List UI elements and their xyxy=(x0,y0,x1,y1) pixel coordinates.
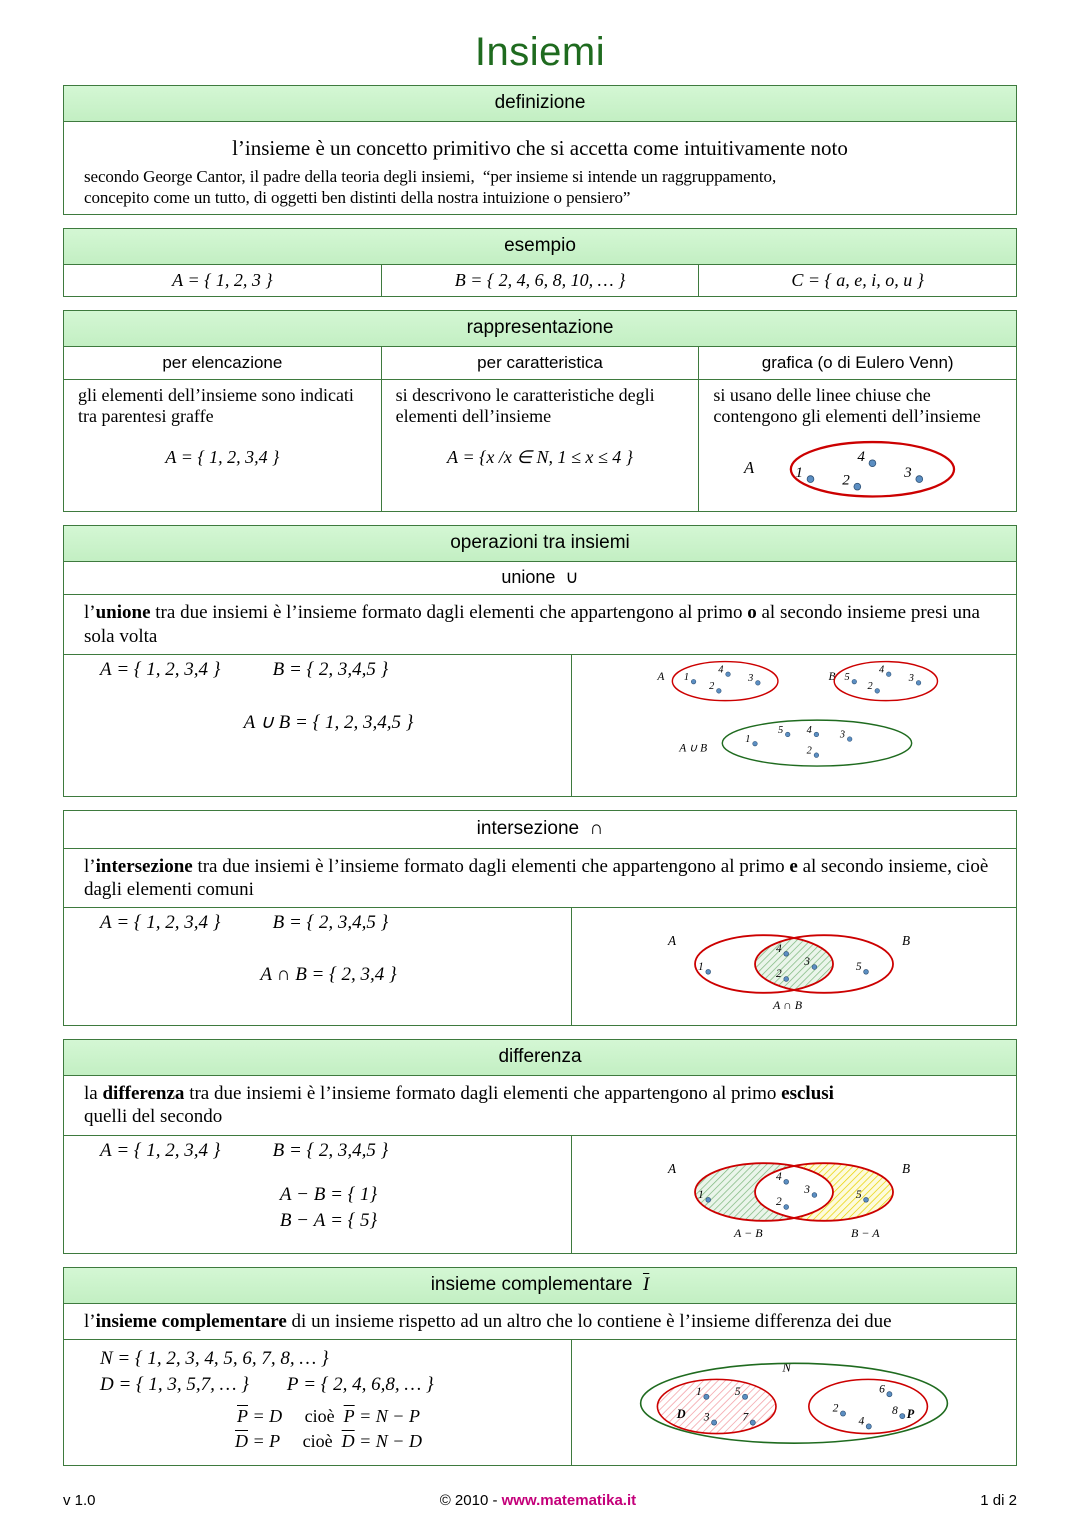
svg-text:4: 4 xyxy=(718,664,723,675)
svg-text:1: 1 xyxy=(696,1385,702,1398)
svg-text:D: D xyxy=(676,1407,686,1421)
svg-text:A: A xyxy=(656,671,665,683)
svg-text:1: 1 xyxy=(796,465,804,481)
svg-text:8: 8 xyxy=(892,1404,898,1417)
svg-text:4: 4 xyxy=(879,664,884,675)
svg-text:A: A xyxy=(743,459,755,478)
svg-text:3: 3 xyxy=(803,956,810,968)
svg-text:2: 2 xyxy=(833,1401,839,1414)
svg-text:1: 1 xyxy=(698,961,704,973)
svg-text:3: 3 xyxy=(803,1184,810,1196)
svg-text:6: 6 xyxy=(879,1382,885,1395)
svg-text:3: 3 xyxy=(747,673,753,684)
svg-text:3: 3 xyxy=(703,1410,710,1423)
svg-text:5: 5 xyxy=(778,725,783,736)
svg-text:5: 5 xyxy=(856,1189,862,1201)
svg-text:3: 3 xyxy=(908,673,914,684)
svg-text:A ∪ B: A ∪ B xyxy=(678,743,707,755)
svg-text:4: 4 xyxy=(776,1171,782,1183)
svg-text:5: 5 xyxy=(844,672,849,683)
svg-text:2: 2 xyxy=(776,1196,782,1208)
svg-text:5: 5 xyxy=(856,961,862,973)
svg-text:1: 1 xyxy=(745,734,750,745)
svg-text:3: 3 xyxy=(839,729,845,740)
svg-text:1: 1 xyxy=(698,1189,704,1201)
svg-text:A ∩ B: A ∩ B xyxy=(772,998,803,1012)
svg-text:P: P xyxy=(907,1407,915,1421)
svg-text:A: A xyxy=(667,933,677,948)
svg-text:2: 2 xyxy=(867,681,872,692)
svg-text:A − B: A − B xyxy=(733,1226,763,1240)
svg-text:4: 4 xyxy=(858,449,866,465)
svg-text:4: 4 xyxy=(776,943,782,955)
svg-text:2: 2 xyxy=(843,473,851,489)
svg-text:1: 1 xyxy=(684,672,689,683)
svg-text:3: 3 xyxy=(904,465,913,481)
svg-text:2: 2 xyxy=(709,681,714,692)
svg-text:B: B xyxy=(902,1160,910,1175)
svg-text:4: 4 xyxy=(807,725,812,736)
svg-text:2: 2 xyxy=(776,968,782,980)
svg-text:5: 5 xyxy=(735,1385,741,1398)
svg-text:4: 4 xyxy=(858,1414,864,1427)
svg-text:B: B xyxy=(902,933,910,948)
svg-text:B − A: B − A xyxy=(851,1226,880,1240)
svg-text:2: 2 xyxy=(807,745,812,756)
svg-text:A: A xyxy=(667,1160,677,1175)
